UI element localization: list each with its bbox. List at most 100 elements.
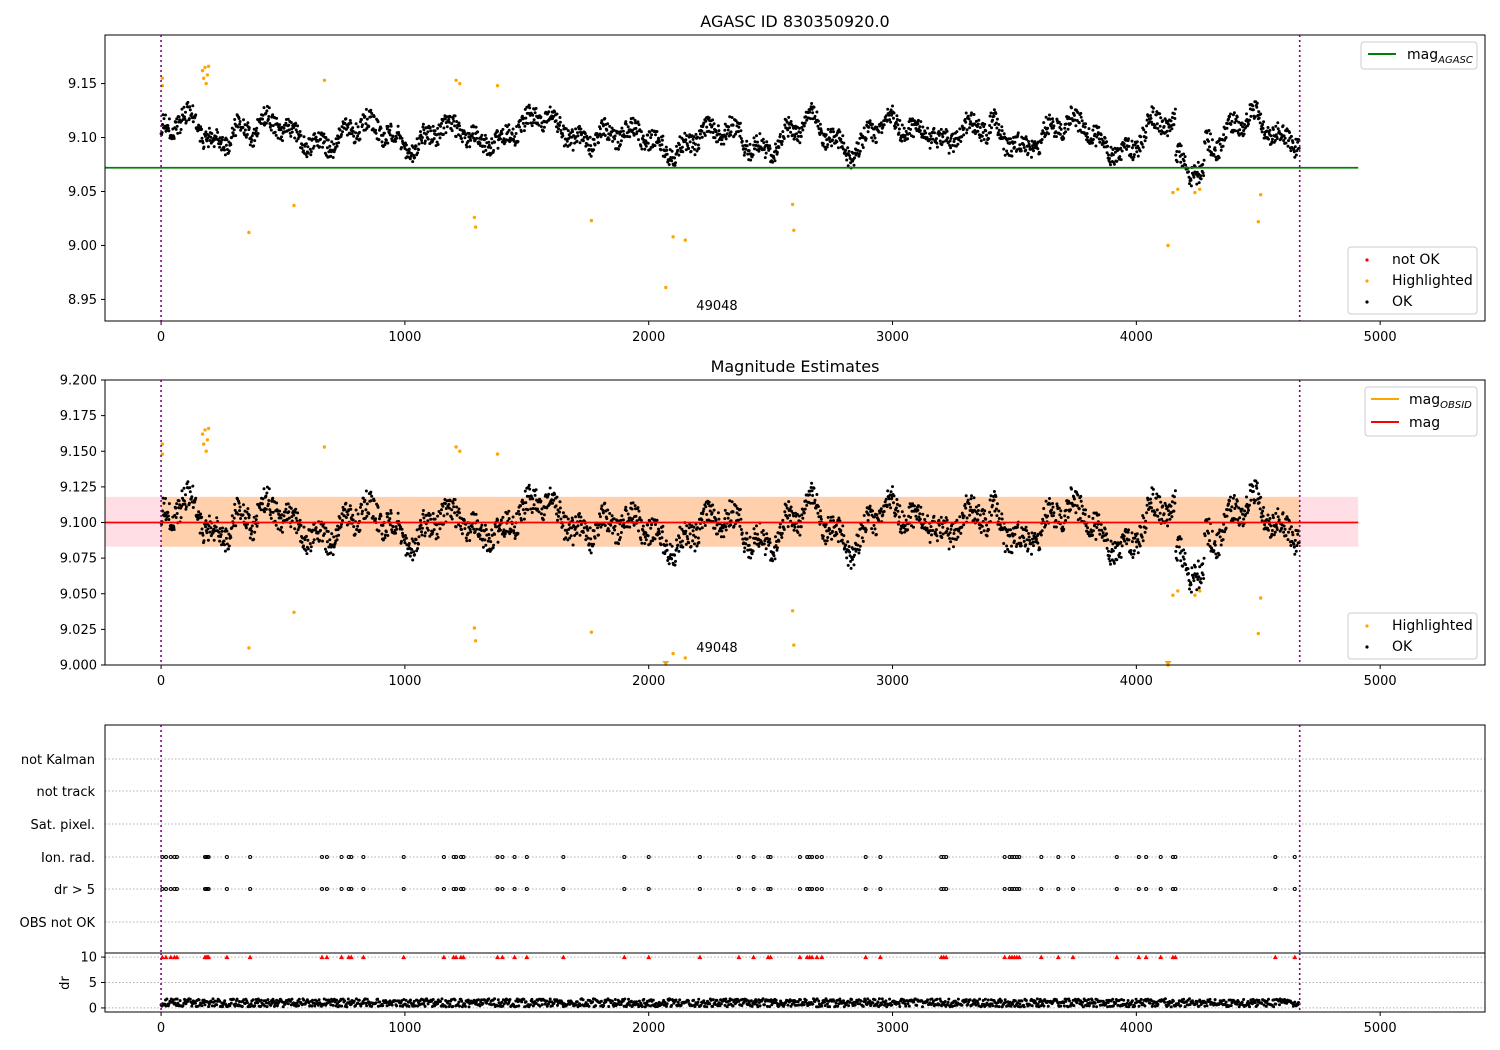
ok-point xyxy=(1030,552,1033,556)
ok-point xyxy=(1162,125,1166,128)
ok-point xyxy=(166,511,170,514)
ok-point xyxy=(677,143,681,147)
ok-point xyxy=(1232,494,1236,497)
ok-point xyxy=(167,518,171,521)
ok-point xyxy=(1280,135,1284,139)
ok-point xyxy=(374,131,378,135)
ok-point xyxy=(467,132,471,135)
ok-point xyxy=(425,513,429,517)
ok-point xyxy=(408,157,412,161)
ok-point xyxy=(442,126,446,130)
ok-point xyxy=(480,523,484,527)
ok-point xyxy=(388,128,392,132)
ok-point xyxy=(891,485,894,489)
ok-point xyxy=(466,531,470,535)
ok-point xyxy=(450,508,454,512)
ok-point xyxy=(1097,513,1101,517)
ok-point xyxy=(442,514,446,518)
ok-point xyxy=(1076,111,1080,114)
ok-point xyxy=(874,533,878,536)
ok-point xyxy=(1272,533,1276,537)
ok-point xyxy=(360,118,363,122)
ok-point xyxy=(243,516,247,520)
ok-point xyxy=(1095,526,1099,529)
ok-point xyxy=(628,525,632,529)
ok-point xyxy=(234,524,238,528)
ok-point xyxy=(1095,135,1099,139)
ok-point xyxy=(502,534,506,538)
ok-point xyxy=(813,501,816,505)
ok-point xyxy=(184,110,187,114)
ok-point xyxy=(428,126,432,129)
ok-point xyxy=(1245,112,1248,116)
ok-point xyxy=(1212,549,1216,553)
ok-point xyxy=(997,128,1001,132)
ok-point xyxy=(1263,523,1267,527)
ok-point xyxy=(1234,504,1238,508)
ok-point xyxy=(204,130,208,134)
ok-point xyxy=(238,509,242,513)
ok-point xyxy=(1040,138,1044,141)
ok-point xyxy=(269,510,273,514)
highlighted-point xyxy=(454,78,458,83)
ok-point xyxy=(537,510,541,514)
ok-point xyxy=(238,122,242,126)
ok-point xyxy=(789,130,793,134)
ok-point xyxy=(224,536,228,540)
ok-point xyxy=(1130,531,1134,535)
ok-point xyxy=(230,526,234,530)
ok-point xyxy=(404,143,408,147)
ok-point xyxy=(821,142,825,146)
ok-point xyxy=(599,525,603,529)
ok-point xyxy=(868,504,872,508)
ok-point xyxy=(716,532,719,536)
flag-row-label: OBS not OK xyxy=(20,916,96,931)
ok-point xyxy=(1108,554,1111,558)
ok-point xyxy=(1086,135,1090,139)
ok-point xyxy=(229,536,233,539)
ok-point xyxy=(292,126,296,130)
ok-point xyxy=(276,136,280,140)
ok-point xyxy=(1271,516,1275,520)
ok-point xyxy=(772,551,775,555)
ok-point xyxy=(994,121,998,125)
ok-point xyxy=(722,535,726,539)
ok-point xyxy=(1289,544,1293,547)
ok-point xyxy=(555,125,558,129)
ok-point xyxy=(388,517,392,521)
ok-point xyxy=(621,129,625,133)
ok-point xyxy=(1132,552,1136,556)
ok-point xyxy=(335,144,339,148)
ok-point xyxy=(376,120,380,124)
ok-point xyxy=(1170,127,1174,131)
x-tick-label: 0 xyxy=(157,674,165,689)
ok-point xyxy=(561,524,565,528)
ok-point xyxy=(1015,525,1019,529)
ok-point xyxy=(574,127,578,131)
ok-point xyxy=(552,115,556,118)
ok-point xyxy=(308,542,312,546)
ok-point xyxy=(618,132,622,136)
ok-point xyxy=(681,545,685,549)
ok-point xyxy=(348,119,352,122)
ok-point xyxy=(828,137,832,140)
ok-point xyxy=(161,496,165,500)
ok-point xyxy=(1155,122,1159,126)
ok-point xyxy=(1267,528,1270,532)
ok-point xyxy=(729,523,733,527)
ok-point xyxy=(1282,530,1286,534)
ok-point xyxy=(1270,529,1274,532)
ok-point xyxy=(894,120,898,124)
highlighted-point xyxy=(1198,187,1202,191)
ok-point xyxy=(764,151,768,155)
ok-point xyxy=(593,143,597,147)
ok-point xyxy=(809,117,813,121)
ok-point xyxy=(1046,126,1050,130)
ok-point xyxy=(611,139,615,143)
ok-point xyxy=(1292,542,1296,546)
ok-point xyxy=(444,131,448,135)
ok-point xyxy=(724,528,728,532)
ok-point xyxy=(1057,120,1061,124)
ok-point xyxy=(1286,144,1290,148)
ok-point xyxy=(386,141,390,145)
